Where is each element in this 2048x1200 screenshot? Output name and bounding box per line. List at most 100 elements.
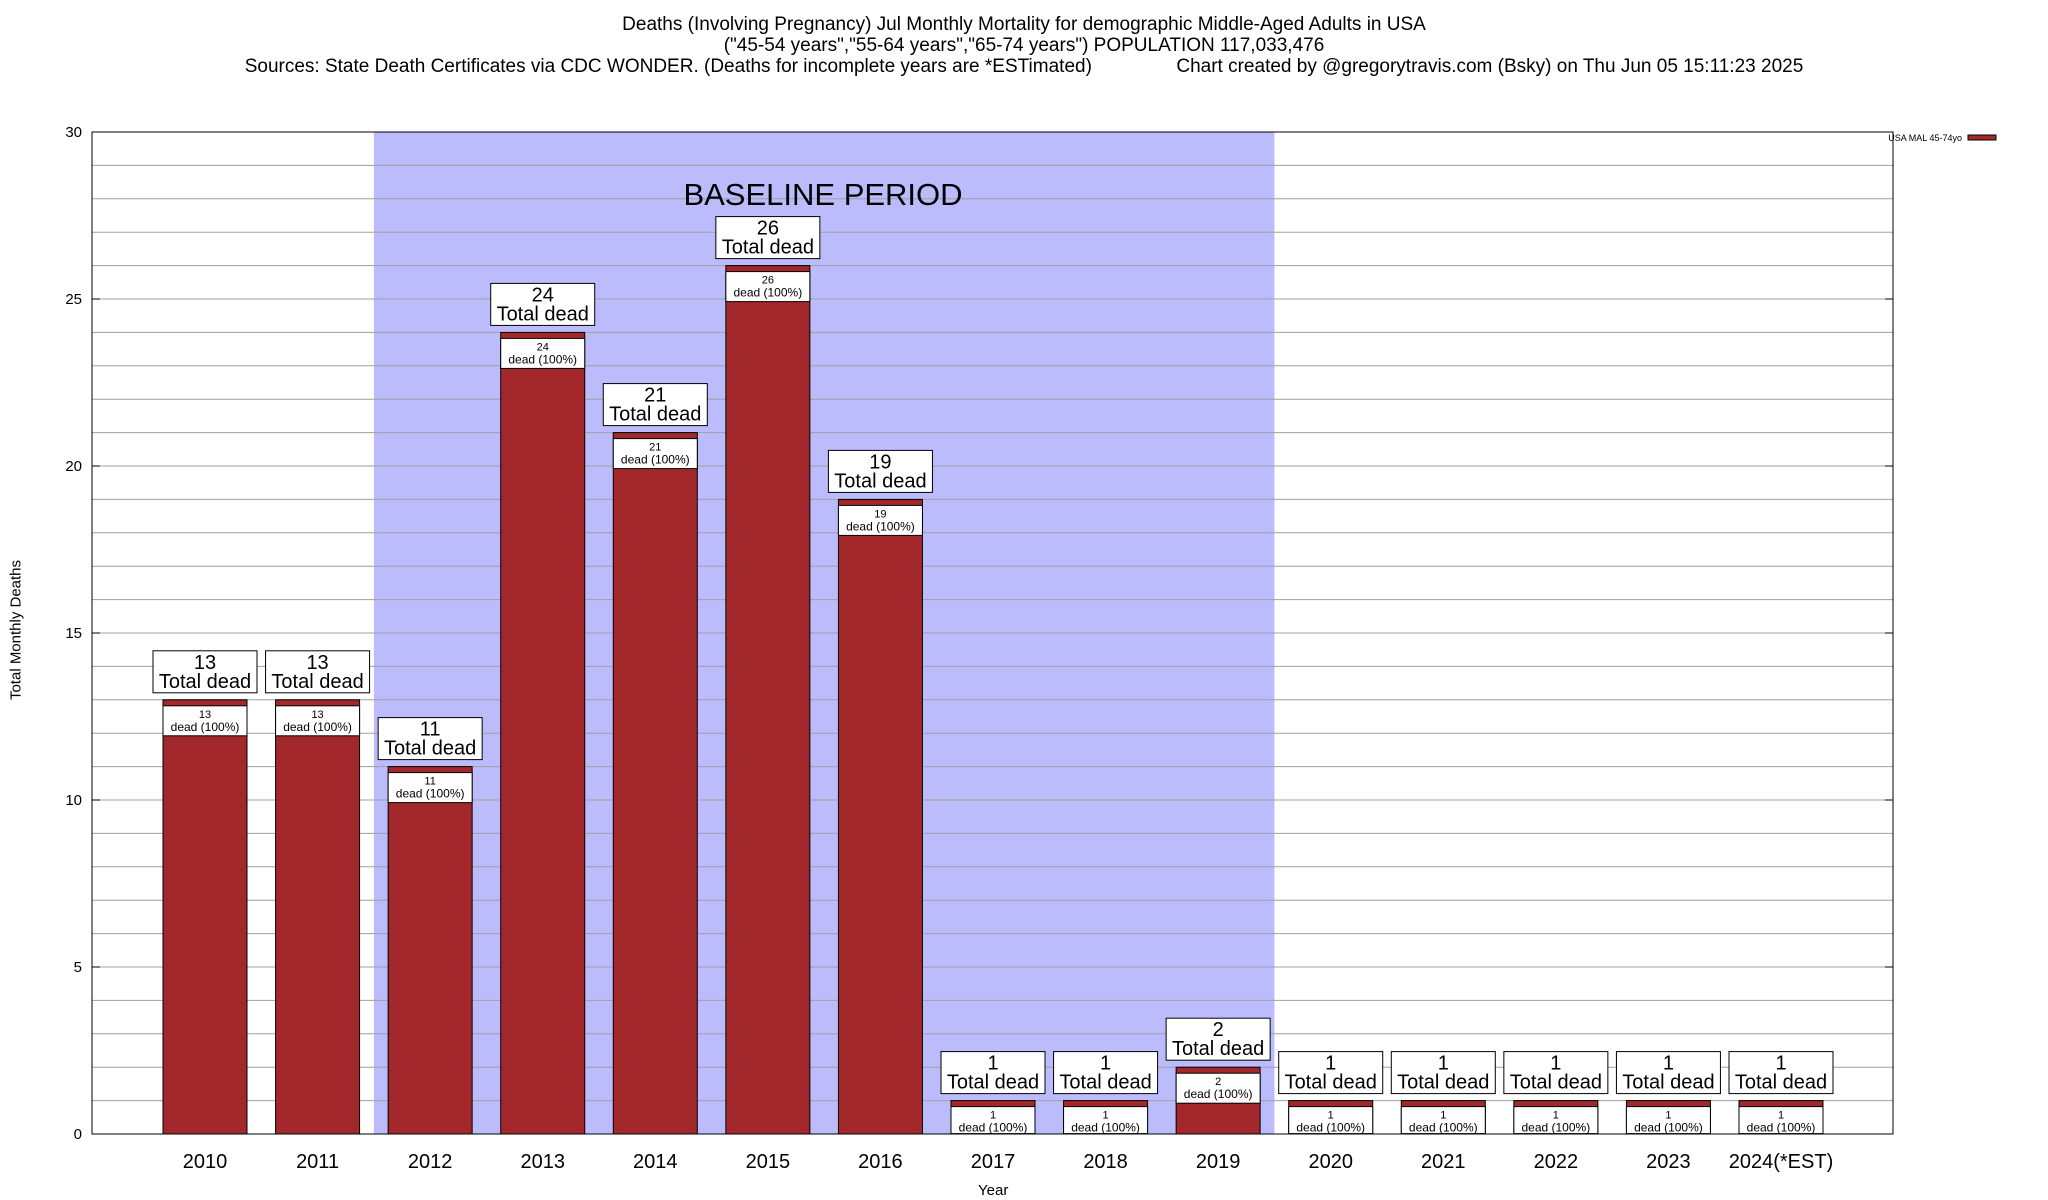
y-axis-label: Total Monthly Deaths bbox=[7, 559, 25, 701]
bar-inner-label-box bbox=[612, 438, 698, 470]
bar-total-value: 26 bbox=[757, 218, 779, 240]
bar-total-label: Total dead bbox=[1735, 1072, 1827, 1094]
bar-total-value: 24 bbox=[532, 284, 554, 306]
y-tick-label: 10 bbox=[65, 792, 82, 809]
bar-total-label: Total dead bbox=[384, 738, 476, 760]
x-tick-label: 2017 bbox=[971, 1151, 1016, 1173]
bar-total-label: Total dead bbox=[1622, 1072, 1714, 1094]
bar-inner-label-box bbox=[1513, 1106, 1599, 1135]
bar-inner-label-box bbox=[837, 504, 923, 536]
chart-title-line-3: Sources: State Death Certificates via CD… bbox=[244, 56, 1804, 77]
chart-title-line-1: Deaths (Involving Pregnancy) Jul Monthly… bbox=[622, 14, 1426, 35]
bar-total-value: 2 bbox=[1213, 1019, 1224, 1041]
y-tick-label: 5 bbox=[74, 959, 82, 976]
x-tick-label: 2010 bbox=[183, 1151, 228, 1173]
bar-inner-label: dead (100%) bbox=[1184, 1087, 1253, 1101]
bar-total-label-box bbox=[715, 216, 821, 260]
bar-inner-value: 1 bbox=[1553, 1110, 1559, 1122]
bar-inner-value: 1 bbox=[1328, 1110, 1334, 1122]
x-axis-label: Year bbox=[978, 1182, 1009, 1199]
bar bbox=[500, 331, 586, 1135]
bar-inner-label: dead (100%) bbox=[1747, 1121, 1816, 1135]
bar-total-label: Total dead bbox=[1285, 1072, 1377, 1094]
x-tick-label: 2011 bbox=[296, 1151, 339, 1173]
bar-inner-value: 1 bbox=[1778, 1110, 1784, 1122]
bar-total-label: Total dead bbox=[159, 671, 251, 693]
bar bbox=[275, 699, 361, 1135]
bar-total-label: Total dead bbox=[1510, 1072, 1602, 1094]
bar-total-value: 21 bbox=[644, 385, 666, 407]
bar-inner-label: dead (100%) bbox=[1409, 1121, 1478, 1135]
bar-inner-label: dead (100%) bbox=[1634, 1121, 1703, 1135]
bar-total-value: 1 bbox=[987, 1053, 998, 1075]
bar-total-label-box bbox=[1390, 1051, 1496, 1095]
x-tick-label: 2024(*EST) bbox=[1729, 1151, 1834, 1173]
bar-total-label-box bbox=[1278, 1051, 1384, 1095]
bar-inner-label-box bbox=[950, 1106, 1036, 1135]
bar-total-value: 19 bbox=[869, 451, 891, 473]
bar-inner-value: 24 bbox=[537, 341, 549, 353]
x-tick-label: 2020 bbox=[1308, 1151, 1353, 1173]
x-tick-label: 2019 bbox=[1196, 1151, 1241, 1173]
bar-inner-value: 26 bbox=[762, 275, 774, 287]
bar-total-label-box bbox=[377, 717, 483, 761]
y-tick-label: 25 bbox=[65, 291, 82, 308]
bar bbox=[725, 265, 811, 1135]
bar-inner-label: dead (100%) bbox=[959, 1121, 1028, 1135]
bar-total-value: 1 bbox=[1325, 1053, 1336, 1075]
bar-inner-label-box bbox=[1063, 1106, 1149, 1135]
bar-inner-label: dead (100%) bbox=[1296, 1121, 1365, 1135]
bar-inner-value: 1 bbox=[1665, 1110, 1671, 1122]
x-tick-label: 2018 bbox=[1083, 1151, 1128, 1173]
bar-total-label-box bbox=[1728, 1051, 1834, 1095]
bar-total-label: Total dead bbox=[271, 671, 363, 693]
x-tick-label: 2016 bbox=[858, 1151, 903, 1173]
y-tick-label: 30 bbox=[65, 124, 82, 141]
bar-inner-label: dead (100%) bbox=[283, 720, 352, 734]
bar-inner-value: 19 bbox=[874, 508, 886, 520]
legend-swatch bbox=[1967, 134, 1997, 141]
bar-inner-label: dead (100%) bbox=[846, 519, 915, 533]
bar-inner-label-box bbox=[725, 271, 811, 303]
bar-total-label-box bbox=[602, 383, 708, 427]
bar-inner-label-box bbox=[275, 705, 361, 737]
x-tick-label: 2021 bbox=[1421, 1151, 1466, 1173]
bar bbox=[387, 766, 473, 1135]
bar-total-label-box bbox=[1053, 1051, 1159, 1095]
bar-total-value: 1 bbox=[1100, 1053, 1111, 1075]
bar-inner-label: dead (100%) bbox=[171, 720, 240, 734]
y-tick-label: 0 bbox=[74, 1126, 82, 1143]
bar-total-label-box bbox=[1165, 1017, 1271, 1061]
bar-total-label: Total dead bbox=[1397, 1072, 1489, 1094]
chart-title-line-2: ("45-54 years","55-64 years","65-74 year… bbox=[723, 35, 1325, 56]
bar-inner-label: dead (100%) bbox=[508, 352, 577, 366]
x-tick-label: 2014 bbox=[633, 1151, 678, 1173]
bar-inner-label: dead (100%) bbox=[733, 286, 802, 300]
bar-inner-value: 13 bbox=[311, 709, 323, 721]
bar-total-label-box bbox=[265, 650, 371, 694]
bar-inner-label: dead (100%) bbox=[1521, 1121, 1590, 1135]
bar-total-label: Total dead bbox=[947, 1072, 1039, 1094]
baseline-period-label: BASELINE PERIOD bbox=[683, 177, 962, 212]
bar-total-label: Total dead bbox=[1059, 1072, 1151, 1094]
bar-inner-value: 1 bbox=[990, 1110, 996, 1122]
x-tick-label: 2012 bbox=[408, 1151, 453, 1173]
bar-total-value: 13 bbox=[306, 652, 328, 674]
bar-inner-label-box bbox=[1175, 1072, 1261, 1104]
bar-total-label-box bbox=[152, 650, 258, 694]
bar-inner-label: dead (100%) bbox=[621, 453, 690, 467]
bar-total-label: Total dead bbox=[497, 303, 589, 325]
bar-inner-label: dead (100%) bbox=[396, 787, 465, 801]
y-tick-label: 20 bbox=[65, 458, 82, 475]
bar-inner-label-box bbox=[1288, 1106, 1374, 1135]
bar-inner-label-box bbox=[1738, 1106, 1824, 1135]
bar-inner-value: 21 bbox=[649, 442, 661, 454]
bar-inner-value: 1 bbox=[1440, 1110, 1446, 1122]
bar-inner-label-box bbox=[1400, 1106, 1486, 1135]
bar-inner-label-box bbox=[387, 772, 473, 804]
bar-total-value: 11 bbox=[420, 719, 441, 741]
bar-total-label-box bbox=[940, 1051, 1046, 1095]
bar-inner-value: 11 bbox=[424, 776, 435, 788]
bar-total-label-box bbox=[1615, 1051, 1721, 1095]
bar-total-label: Total dead bbox=[834, 470, 926, 492]
